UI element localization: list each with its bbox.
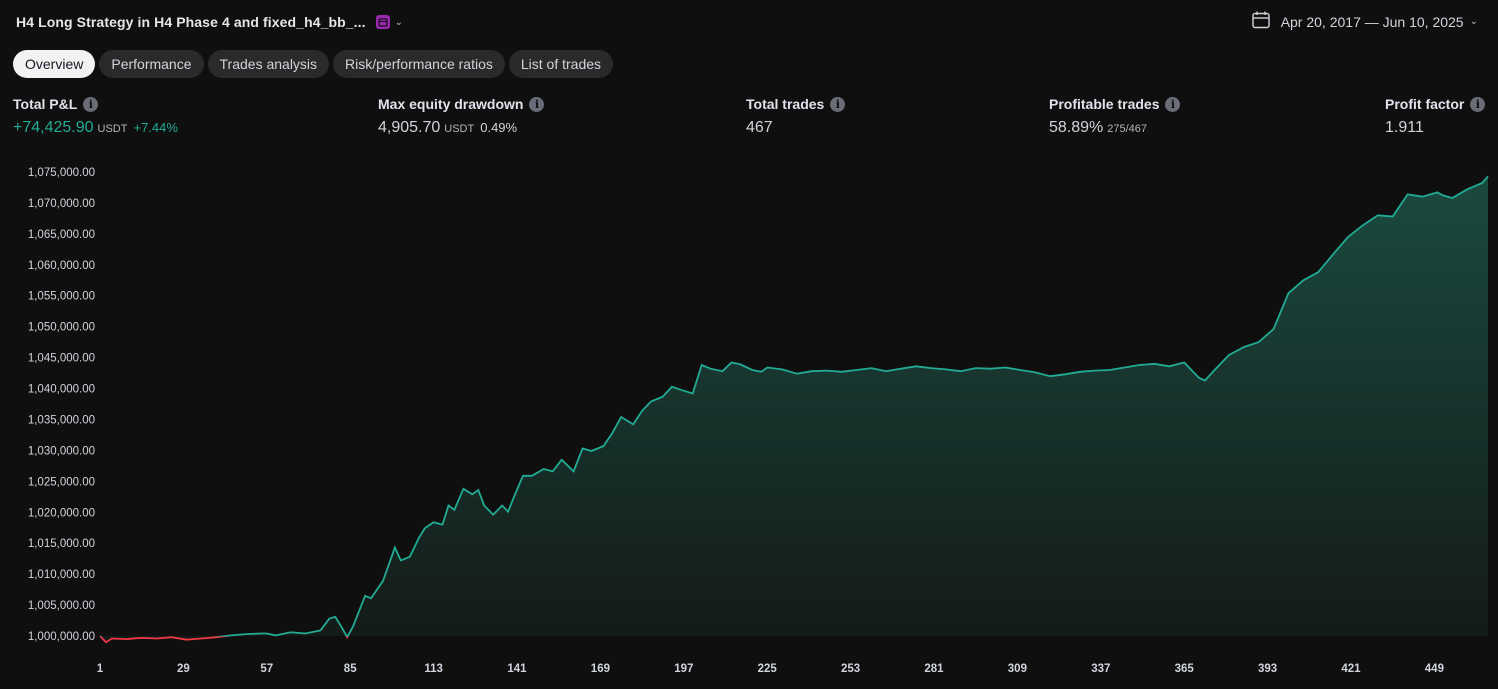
x-tick-label: 225 [758, 663, 778, 675]
chevron-down-icon[interactable]: ⌄ [394, 16, 404, 28]
info-icon[interactable]: i [1165, 96, 1181, 112]
metric-value: +74,425.90 [13, 119, 94, 136]
metric-percent: +7.44% [133, 120, 178, 135]
metric-value: 58.89% [1049, 119, 1104, 136]
metric-total-trades: Total trades i 467 [746, 96, 846, 137]
x-tick-label: 197 [674, 663, 693, 675]
equity-line-profit [99, 175, 1489, 637]
metric-label: Profitable trades [1049, 96, 1160, 112]
x-tick-label: 1 [97, 663, 104, 675]
calendar-icon [1251, 10, 1271, 33]
tab-bar: Overview Performance Trades analysis Ris… [13, 50, 614, 78]
x-tick-label: 113 [424, 663, 443, 675]
tab-performance[interactable]: Performance [99, 50, 204, 78]
metric-percent: 0.49% [480, 120, 518, 135]
y-tick-label: 1,060,000.00 [28, 260, 95, 272]
chevron-down-icon: ⌄ [1469, 16, 1478, 27]
y-tick-label: 1,025,000.00 [28, 476, 95, 488]
metric-unit: USDT [444, 123, 475, 135]
metric-ratio: 275/467 [1107, 123, 1148, 135]
y-tick-label: 1,050,000.00 [28, 322, 95, 334]
y-tick-label: 1,075,000.00 [28, 167, 95, 179]
metric-value: 1.911 [1385, 119, 1424, 136]
x-axis: 1 29 57 85 113 141 169 197 225 253 281 309 337 365 393… [97, 663, 1444, 675]
x-tick-label: 309 [1008, 663, 1027, 675]
tab-risk-performance-ratios[interactable]: Risk/performance ratios [333, 50, 505, 78]
y-tick-label: 1,000,000.00 [28, 631, 95, 643]
info-icon[interactable]: i [830, 96, 846, 112]
y-axis: 1,000,000.00 1,005,000.00 1,010,000.00 1,01… [28, 167, 95, 643]
date-range-selector[interactable]: Apr 20, 2017 — Jun 10, 2025 ⌄ [1251, 10, 1478, 33]
equity-chart[interactable]: 1,000,000.00 1,005,000.00 1,010,000.00 1,01… [0, 150, 1498, 689]
x-tick-label: 449 [1425, 663, 1444, 675]
equity-area [100, 176, 1488, 643]
metric-profitable-trades: Profitable trades i 58.89% 275/467 [1049, 96, 1181, 137]
x-tick-label: 141 [507, 663, 527, 675]
metric-total-pnl: Total P&L i +74,425.90 USDT +7.44% [13, 96, 178, 137]
x-tick-label: 169 [591, 663, 610, 675]
metric-label: Total P&L [13, 96, 78, 112]
x-tick-label: 365 [1175, 663, 1195, 675]
header: H4 Long Strategy in H4 Phase 4 and fixed… [16, 10, 1478, 34]
x-tick-label: 57 [260, 663, 273, 675]
y-tick-label: 1,020,000.00 [28, 507, 95, 519]
y-tick-label: 1,015,000.00 [28, 538, 95, 550]
calendar-badge-icon[interactable] [375, 15, 390, 29]
y-tick-label: 1,035,000.00 [28, 414, 95, 426]
x-tick-label: 253 [841, 663, 860, 675]
metric-label: Max equity drawdown [378, 96, 524, 112]
y-tick-label: 1,055,000.00 [28, 291, 95, 303]
strategy-title[interactable]: H4 Long Strategy in H4 Phase 4 and fixed… [16, 14, 366, 30]
metric-max-drawdown: Max equity drawdown i 4,905.70 USDT 0.49% [378, 96, 545, 137]
x-tick-label: 337 [1091, 663, 1110, 675]
x-tick-label: 29 [177, 663, 190, 675]
y-tick-label: 1,040,000.00 [28, 384, 95, 396]
info-icon[interactable]: i [529, 96, 545, 112]
x-tick-label: 281 [924, 663, 944, 675]
tab-list-of-trades[interactable]: List of trades [508, 50, 614, 78]
y-tick-label: 1,070,000.00 [28, 198, 95, 210]
x-tick-label: 85 [344, 663, 357, 675]
metric-label: Profit factor [1385, 96, 1465, 112]
y-tick-label: 1,005,000.00 [28, 600, 95, 612]
y-tick-label: 1,065,000.00 [28, 229, 95, 241]
y-tick-label: 1,030,000.00 [28, 445, 95, 457]
tab-trades-analysis[interactable]: Trades analysis [207, 50, 330, 78]
tab-overview[interactable]: Overview [13, 50, 96, 78]
date-range-text: Apr 20, 2017 — Jun 10, 2025 [1280, 13, 1464, 30]
info-icon[interactable]: i [83, 96, 99, 112]
x-tick-label: 421 [1341, 663, 1361, 675]
metric-label: Total trades [746, 96, 825, 112]
y-tick-label: 1,045,000.00 [28, 353, 95, 365]
x-tick-label: 393 [1258, 663, 1277, 675]
metric-profit-factor: Profit factor i 1.911 [1385, 96, 1486, 137]
metric-value: 4,905.70 [378, 119, 441, 136]
y-tick-label: 1,010,000.00 [28, 569, 95, 581]
info-icon[interactable]: i [1470, 96, 1486, 112]
metric-value: 467 [746, 119, 773, 136]
metric-unit: USDT [97, 123, 128, 135]
